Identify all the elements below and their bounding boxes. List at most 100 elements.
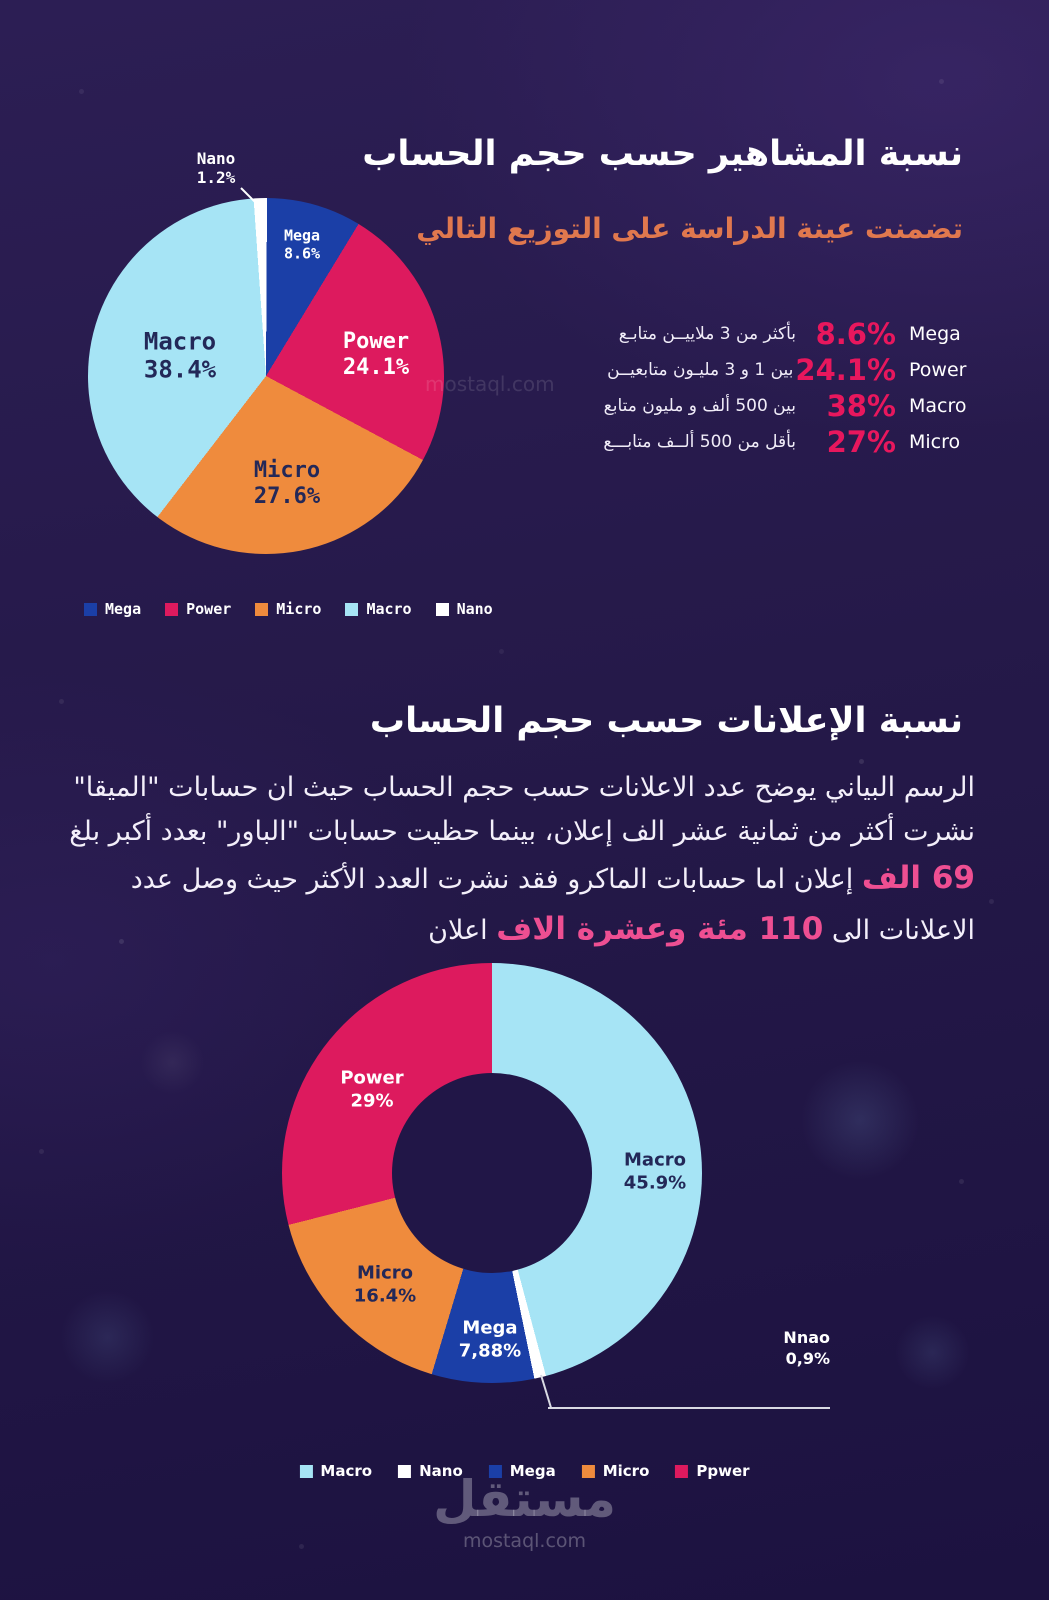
pie-label-power: Power 24.1% — [343, 329, 409, 381]
paragraph-text: إعلان اما حسابات الماكرو فقد نشرت العدد … — [130, 864, 975, 946]
nano-leader-line-horizontal — [548, 1407, 830, 1409]
stat-desc: بين 500 ألف و مليون متابع — [603, 396, 796, 416]
stat-pct: 24.1% — [795, 353, 896, 387]
slice-pct: 1.2% — [196, 168, 236, 187]
legend-label: Micro — [602, 1462, 650, 1480]
legend-label: Micro — [276, 600, 322, 618]
legend-item-mega: Mega — [488, 1462, 556, 1480]
legend-label: Ppwer — [696, 1462, 750, 1480]
watermark: مستقل mostaql.com — [0, 1470, 1049, 1552]
legend-item-macro: Macro — [299, 1462, 372, 1480]
bokeh-decoration — [140, 1030, 205, 1095]
bokeh-decoration — [895, 1315, 970, 1390]
stat-row-macro: بين 500 ألف و مليون متابع 38% Macro — [555, 388, 973, 424]
legend-swatch — [165, 602, 179, 616]
legend-swatch — [345, 602, 359, 616]
legend-label: Mega — [105, 600, 142, 618]
stat-pct: 38% — [826, 389, 896, 423]
pie-label-nano: Nano 1.2% — [196, 149, 236, 188]
pie-label-micro: Micro 27.6% — [254, 458, 320, 510]
legend-item-power: Power — [165, 600, 231, 618]
followers-pie-chart: Macro 38.4% Power 24.1% Micro 27.6% Mega… — [88, 149, 444, 554]
legend-item-macro: Macro — [345, 600, 412, 618]
stat-pct: 8.6% — [815, 317, 896, 351]
highlight-110k: 110 مئة وعشرة الاف — [496, 910, 824, 947]
slice-pct: 29% — [350, 1090, 394, 1111]
section1-subtitle: تضمنت عينة الدراسة على التوزيع التالي — [416, 212, 963, 245]
slice-label: Nano — [196, 149, 236, 169]
legend-item-nano: Nano — [435, 600, 493, 618]
bokeh-decoration — [800, 1060, 920, 1180]
legend-label: Macro — [366, 600, 412, 618]
stat-desc: بين 1 و 3 مليـون متابعيــن — [607, 360, 794, 380]
legend-label: Macro — [320, 1462, 373, 1480]
followers-legend: Mega Power Micro Macro Nano — [84, 600, 493, 618]
stat-row-micro: بأقل من 500 ألــف متابـــع 27% Micro — [555, 424, 973, 460]
legend-swatch — [581, 1464, 595, 1478]
pie-label-mega: Mega 8.6% — [284, 227, 320, 262]
section1-title: نسبة المشاهير حسب حجم الحساب — [362, 134, 963, 174]
stat-name: Mega — [909, 323, 961, 345]
legend-swatch — [299, 1464, 313, 1478]
stat-desc: بأكثر من 3 ملاييــن متابـع — [618, 324, 796, 344]
donut-hole — [392, 1073, 592, 1273]
legend-label: Power — [186, 600, 232, 618]
slice-pct: 27.6% — [253, 484, 321, 509]
slice-label: Macro — [624, 1149, 686, 1171]
stat-row-power: بين 1 و 3 مليـون متابعيــن 24.1% Power — [555, 352, 973, 388]
slice-label: Power — [342, 329, 410, 355]
slice-pct: 16.4% — [353, 1285, 417, 1306]
slice-label: Nnao — [783, 1328, 830, 1347]
slice-pct: 24.1% — [342, 355, 410, 380]
legend-item-nano: Nano — [398, 1462, 463, 1480]
slice-label: Mega — [462, 1317, 518, 1339]
slice-pct: 8.6% — [283, 244, 321, 262]
paragraph-text: الرسم البياني يوضح عدد الاعلانات حسب حجم… — [69, 772, 975, 847]
bokeh-decoration — [60, 1290, 155, 1385]
slice-pct: 38.4% — [143, 356, 217, 384]
paragraph-text: اعلان — [428, 914, 497, 946]
legend-item-power: Ppwer — [675, 1462, 750, 1480]
ads-legend: Macro Nano Mega Micro Ppwer — [299, 1462, 750, 1480]
slice-pct: 0,9% — [785, 1348, 830, 1368]
slice-label: Mega — [283, 226, 321, 245]
nano-leader-line-vertical — [540, 1374, 552, 1408]
legend-swatch — [84, 602, 97, 616]
distribution-list: بأكثر من 3 ملاييــن متابـع 8.6% Mega بين… — [555, 316, 973, 460]
stat-name: Micro — [909, 431, 961, 453]
watermark-faint: mostaql.com — [425, 372, 555, 396]
legend-label: Mega — [509, 1462, 556, 1480]
pie-label-macro: Macro 38.4% — [144, 328, 216, 385]
legend-label: Nano — [419, 1462, 463, 1480]
donut-label-power: Power 29% — [340, 1068, 403, 1113]
donut-label-mega: Mega 7,88% — [459, 1318, 521, 1363]
legend-swatch — [435, 602, 449, 616]
slice-pct: 7,88% — [458, 1340, 522, 1361]
legend-item-mega: Mega — [84, 600, 141, 618]
legend-swatch — [488, 1464, 502, 1478]
legend-swatch — [398, 1464, 412, 1478]
followers-pie — [88, 198, 444, 554]
slice-pct: 45.9% — [623, 1172, 687, 1193]
watermark-site: mostaql.com — [462, 1530, 587, 1552]
donut-label-macro: Macro 45.9% — [624, 1150, 686, 1195]
highlight-69k: 69 الف — [861, 860, 975, 897]
donut-label-micro: Micro 16.4% — [354, 1263, 416, 1308]
stat-row-mega: بأكثر من 3 ملاييــن متابـع 8.6% Mega — [555, 316, 973, 352]
slice-label: Micro — [253, 458, 321, 484]
legend-swatch — [675, 1464, 689, 1478]
ads-donut-chart: Power 29% Macro 45.9% Micro 16.4% Mega 7… — [282, 963, 830, 1409]
legend-item-micro: Micro — [581, 1462, 650, 1480]
stat-desc: بأقل من 500 ألــف متابـــع — [603, 432, 796, 452]
legend-swatch — [255, 602, 269, 616]
slice-label: Micro — [356, 1262, 413, 1284]
stat-name: Power — [909, 359, 967, 381]
slice-label: Power — [340, 1067, 404, 1089]
ads-description-paragraph: الرسم البياني يوضح عدد الاعلانات حسب حجم… — [33, 766, 975, 954]
legend-label: Nano — [456, 600, 493, 618]
stat-pct: 27% — [826, 425, 896, 459]
stat-name: Macro — [909, 395, 967, 417]
donut-label-nano: Nnao 0,9% — [710, 1328, 830, 1370]
section2-title: نسبة الإعلانات حسب حجم الحساب — [369, 701, 963, 741]
